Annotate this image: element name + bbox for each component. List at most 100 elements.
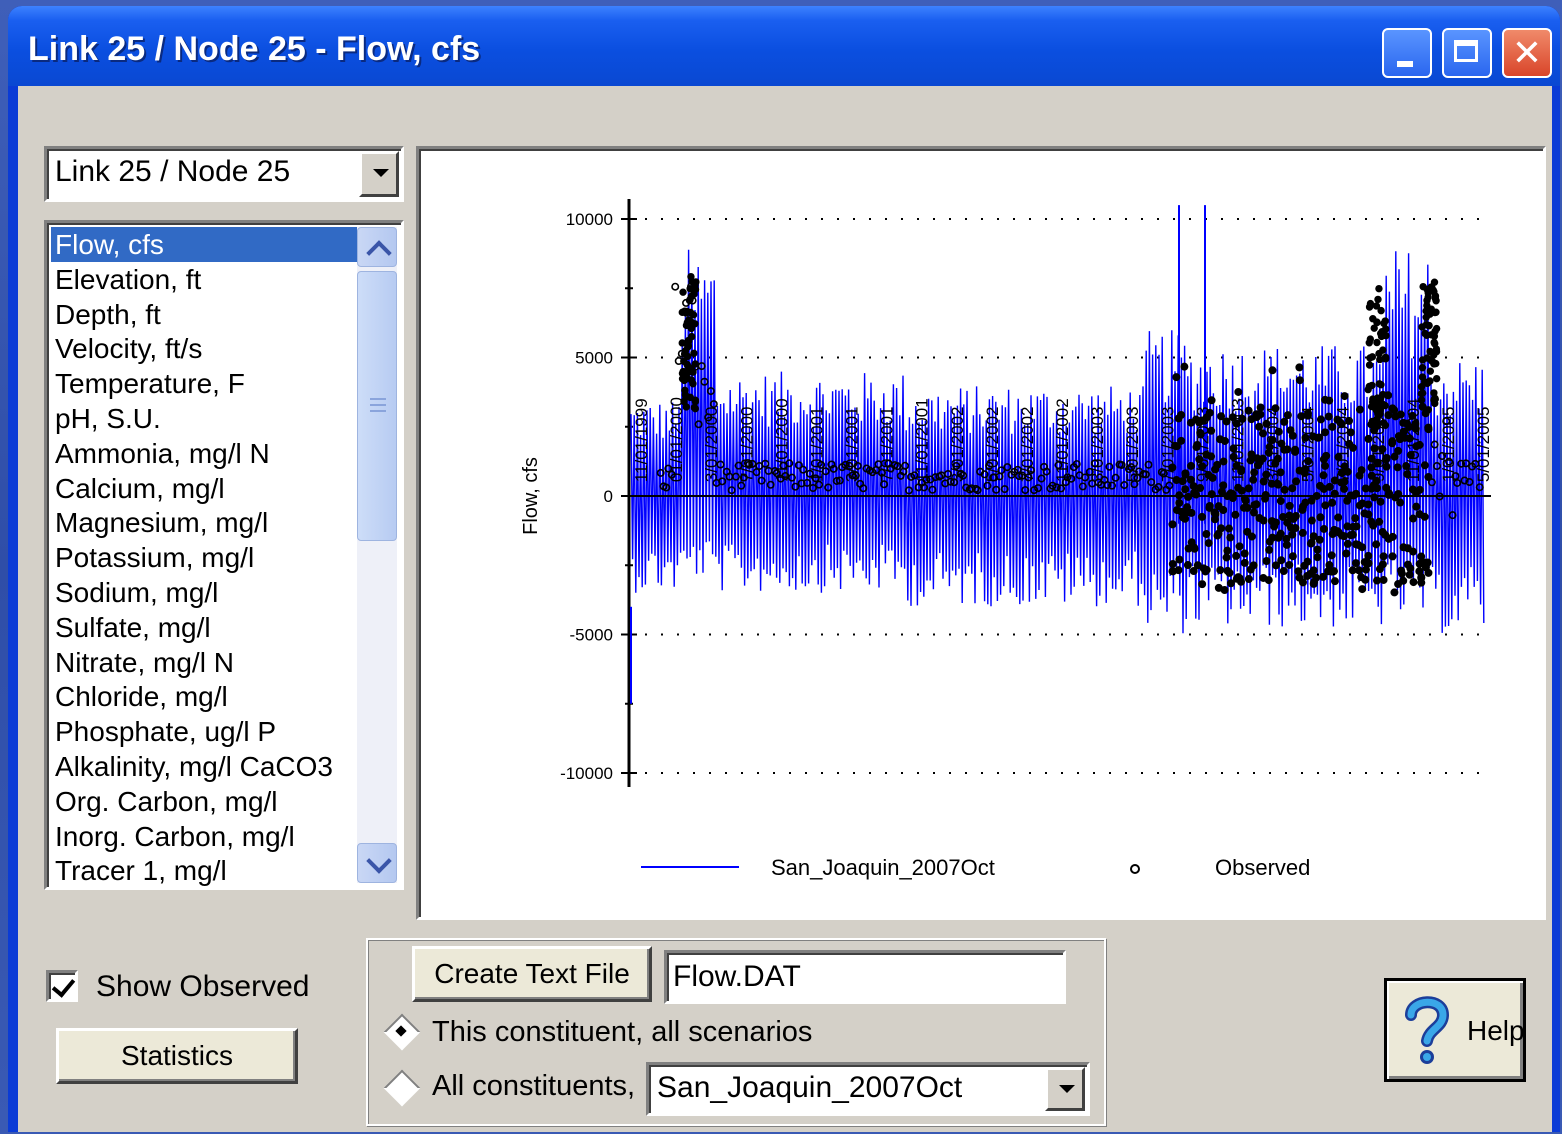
listbox-scrollbar[interactable] — [357, 227, 397, 883]
constituent-item[interactable]: Phosphate, ug/l P — [55, 716, 277, 748]
observed-point — [1420, 461, 1429, 470]
location-combo[interactable]: Link 25 / Node 25 — [44, 146, 404, 202]
grip-line — [370, 398, 386, 400]
observed-point — [1048, 481, 1057, 490]
observed-point — [1250, 468, 1259, 477]
observed-point — [1376, 497, 1385, 506]
minimize-button[interactable] — [1382, 28, 1432, 78]
constituent-item[interactable]: Temperature, F — [55, 368, 245, 400]
x-date-label: 1/01/2005 — [1439, 407, 1458, 483]
observed-point — [1406, 450, 1415, 459]
observed-point — [1262, 470, 1271, 479]
create-text-file-label: Create Text File — [434, 958, 630, 989]
constituent-item[interactable]: Tracer 1, mg/l — [55, 855, 227, 887]
constituent-item[interactable]: Calcium, mg/l — [55, 472, 225, 504]
observed-point — [1315, 535, 1324, 544]
scenario-combo-arrow-icon[interactable] — [1045, 1067, 1085, 1111]
constituent-item[interactable]: Sodium, mg/l — [55, 576, 219, 608]
constituent-item[interactable]: Inorg. Carbon, mg/l — [55, 820, 295, 852]
observed-point — [1390, 406, 1399, 415]
constituent-item[interactable]: Sulfate, mg/l — [55, 611, 211, 643]
constituent-item[interactable]: Velocity, ft/s — [55, 333, 203, 365]
constituent-item[interactable]: Org. Carbon, mg/l — [55, 785, 278, 817]
constituent-listbox[interactable]: Flow, cfs Elevation, ft Depth, ft Velocity,… — [44, 220, 404, 890]
observed-point — [682, 321, 691, 330]
minimize-icon — [1397, 61, 1413, 67]
help-button[interactable]: Help — [1384, 978, 1526, 1082]
observed-point — [1264, 576, 1273, 585]
constituent-item[interactable]: Flow, cfs — [51, 227, 357, 262]
observed-point — [1159, 469, 1168, 478]
observed-point — [1373, 407, 1381, 415]
observed-point — [809, 484, 818, 493]
observed-point — [1243, 527, 1252, 536]
observed-point — [880, 480, 889, 489]
radio-all-constituents-label[interactable]: All constituents, — [432, 1070, 636, 1102]
filename-input[interactable] — [673, 957, 1059, 997]
observed-point — [1042, 467, 1051, 476]
observed-point — [691, 360, 699, 368]
observed-point — [1276, 468, 1285, 477]
constituent-item[interactable]: Elevation, ft — [55, 263, 202, 295]
radio-this-constituent-label[interactable]: This constituent, all scenarios — [432, 1016, 813, 1048]
observed-point — [681, 386, 689, 395]
show-observed-checkbox[interactable] — [46, 970, 78, 1002]
observed-point — [683, 360, 691, 369]
observed-point — [952, 461, 961, 470]
observed-point — [874, 460, 883, 469]
observed-point — [1246, 456, 1255, 465]
observed-point — [1445, 457, 1454, 466]
observed-point — [1232, 551, 1241, 560]
constituent-item[interactable]: pH, S.U. — [55, 402, 161, 434]
scroll-up-button[interactable] — [357, 227, 397, 267]
observed-point — [1298, 578, 1307, 587]
filename-field[interactable] — [664, 950, 1066, 1004]
title-bar[interactable]: Link 25 / Node 25 - Flow, cfs ✕ — [8, 6, 1560, 86]
constituent-item[interactable]: Chloride, mg/l — [55, 681, 228, 713]
statistics-button[interactable]: Statistics — [56, 1028, 298, 1084]
observed-point — [1365, 361, 1374, 369]
scenario-combo[interactable]: San_Joaquin_2007Oct — [646, 1062, 1090, 1116]
observed-point — [1405, 570, 1414, 579]
observed-point — [1422, 313, 1430, 321]
constituent-item[interactable]: Nitrate, mg/l N — [55, 646, 234, 678]
observed-point — [1202, 530, 1211, 539]
observed-point — [1177, 436, 1186, 445]
constituent-item[interactable]: Magnesium, mg/l — [55, 507, 269, 539]
close-button[interactable]: ✕ — [1502, 28, 1552, 78]
observed-point — [1213, 531, 1222, 540]
observed-point — [1183, 503, 1192, 512]
radio-all-constituents[interactable] — [383, 1069, 421, 1107]
observed-point — [799, 465, 808, 474]
observed-point — [1273, 479, 1282, 488]
observed-point — [691, 285, 700, 294]
constituent-item[interactable]: Depth, ft — [55, 298, 161, 330]
observed-point — [1417, 573, 1426, 582]
scroll-thumb[interactable] — [357, 271, 397, 541]
observed-point — [1037, 474, 1046, 483]
scroll-down-button[interactable] — [357, 843, 397, 883]
radio-this-constituent[interactable] — [383, 1013, 421, 1051]
observed-point — [1183, 561, 1192, 570]
observed-point — [1232, 419, 1241, 428]
observed-point — [678, 375, 687, 383]
observed-point — [1430, 389, 1438, 397]
observed-point — [1265, 545, 1274, 554]
observed-point — [1379, 331, 1388, 339]
constituent-item[interactable]: Alkalinity, mg/l CaCO3 — [55, 750, 334, 782]
observed-point — [1373, 458, 1382, 467]
maximize-button[interactable] — [1442, 28, 1492, 78]
observed-point — [1409, 514, 1418, 523]
x-date-label: 9/01/2004 — [1369, 407, 1388, 483]
constituent-list: Flow, cfs Elevation, ft Depth, ft Velocity,… — [51, 227, 357, 887]
observed-point — [1312, 573, 1321, 582]
legend-observed-marker — [1130, 864, 1140, 874]
constituent-item[interactable]: Ammonia, mg/l N — [55, 437, 270, 469]
create-text-file-button[interactable]: Create Text File — [412, 946, 652, 1002]
observed-point — [1361, 575, 1370, 584]
observed-point — [757, 476, 766, 485]
observed-point — [1364, 500, 1373, 509]
location-combo-arrow-icon[interactable] — [359, 151, 399, 197]
constituent-item[interactable]: Potassium, mg/l — [55, 542, 255, 574]
observed-point — [1330, 567, 1339, 576]
